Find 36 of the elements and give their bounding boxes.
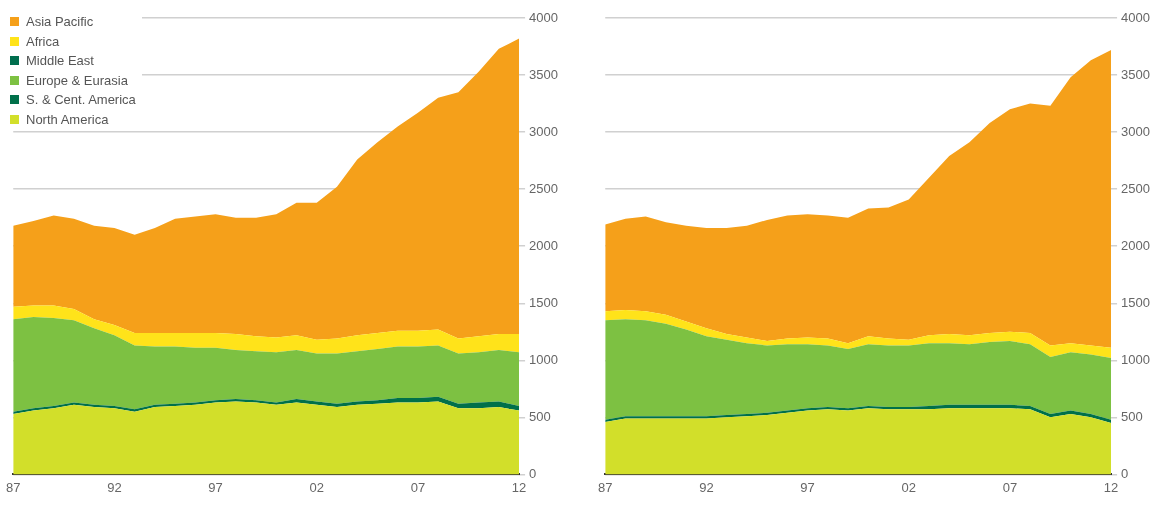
y-tick-label: 1500 (529, 294, 558, 310)
y-tick-label: 3500 (529, 66, 558, 82)
x-tick-label: 97 (208, 479, 223, 495)
legend-label: North America (26, 110, 109, 129)
legend-label: Middle East (26, 52, 94, 70)
legend-label: Africa (26, 32, 60, 51)
x-tick-label: 12 (511, 479, 527, 495)
y-tick-label: 500 (529, 408, 551, 424)
x-tick-label: 97 (800, 479, 815, 495)
y-tick-label: 0 (529, 465, 537, 481)
x-tick-label: 92 (699, 479, 714, 495)
x-tick-label: 87 (6, 479, 21, 495)
y-tick-label: 2500 (529, 180, 558, 196)
x-tick-label: 07 (1002, 479, 1018, 495)
x-tick-label: 02 (309, 479, 324, 495)
legend-label: Asia Pacific (26, 13, 94, 31)
y-tick-label: 4000 (1121, 9, 1150, 25)
y-tick-label: 1000 (529, 351, 558, 367)
x-tick-label: 87 (598, 479, 613, 495)
x-tick-label: 07 (410, 479, 426, 495)
y-tick-label: 3000 (529, 123, 558, 139)
y-tick-label: 3500 (1121, 66, 1150, 82)
y-tick-label: 3000 (1121, 123, 1150, 139)
x-tick-label: 02 (901, 479, 916, 495)
y-tick-label: 1000 (1121, 351, 1150, 367)
x-tick-label: 92 (107, 479, 122, 495)
legend-label: S. & Cent. America (26, 91, 136, 109)
x-tick-label: 12 (1103, 479, 1119, 495)
y-tick-label: 1500 (1121, 294, 1150, 310)
y-tick-label: 500 (1121, 408, 1143, 424)
y-tick-label: 2000 (529, 237, 558, 253)
legend-label: Europe & Eurasia (26, 71, 128, 90)
y-tick-label: 2000 (1121, 237, 1150, 253)
y-tick-label: 2500 (1121, 180, 1150, 196)
y-tick-label: 0 (1121, 465, 1129, 481)
y-tick-label: 4000 (529, 9, 558, 25)
